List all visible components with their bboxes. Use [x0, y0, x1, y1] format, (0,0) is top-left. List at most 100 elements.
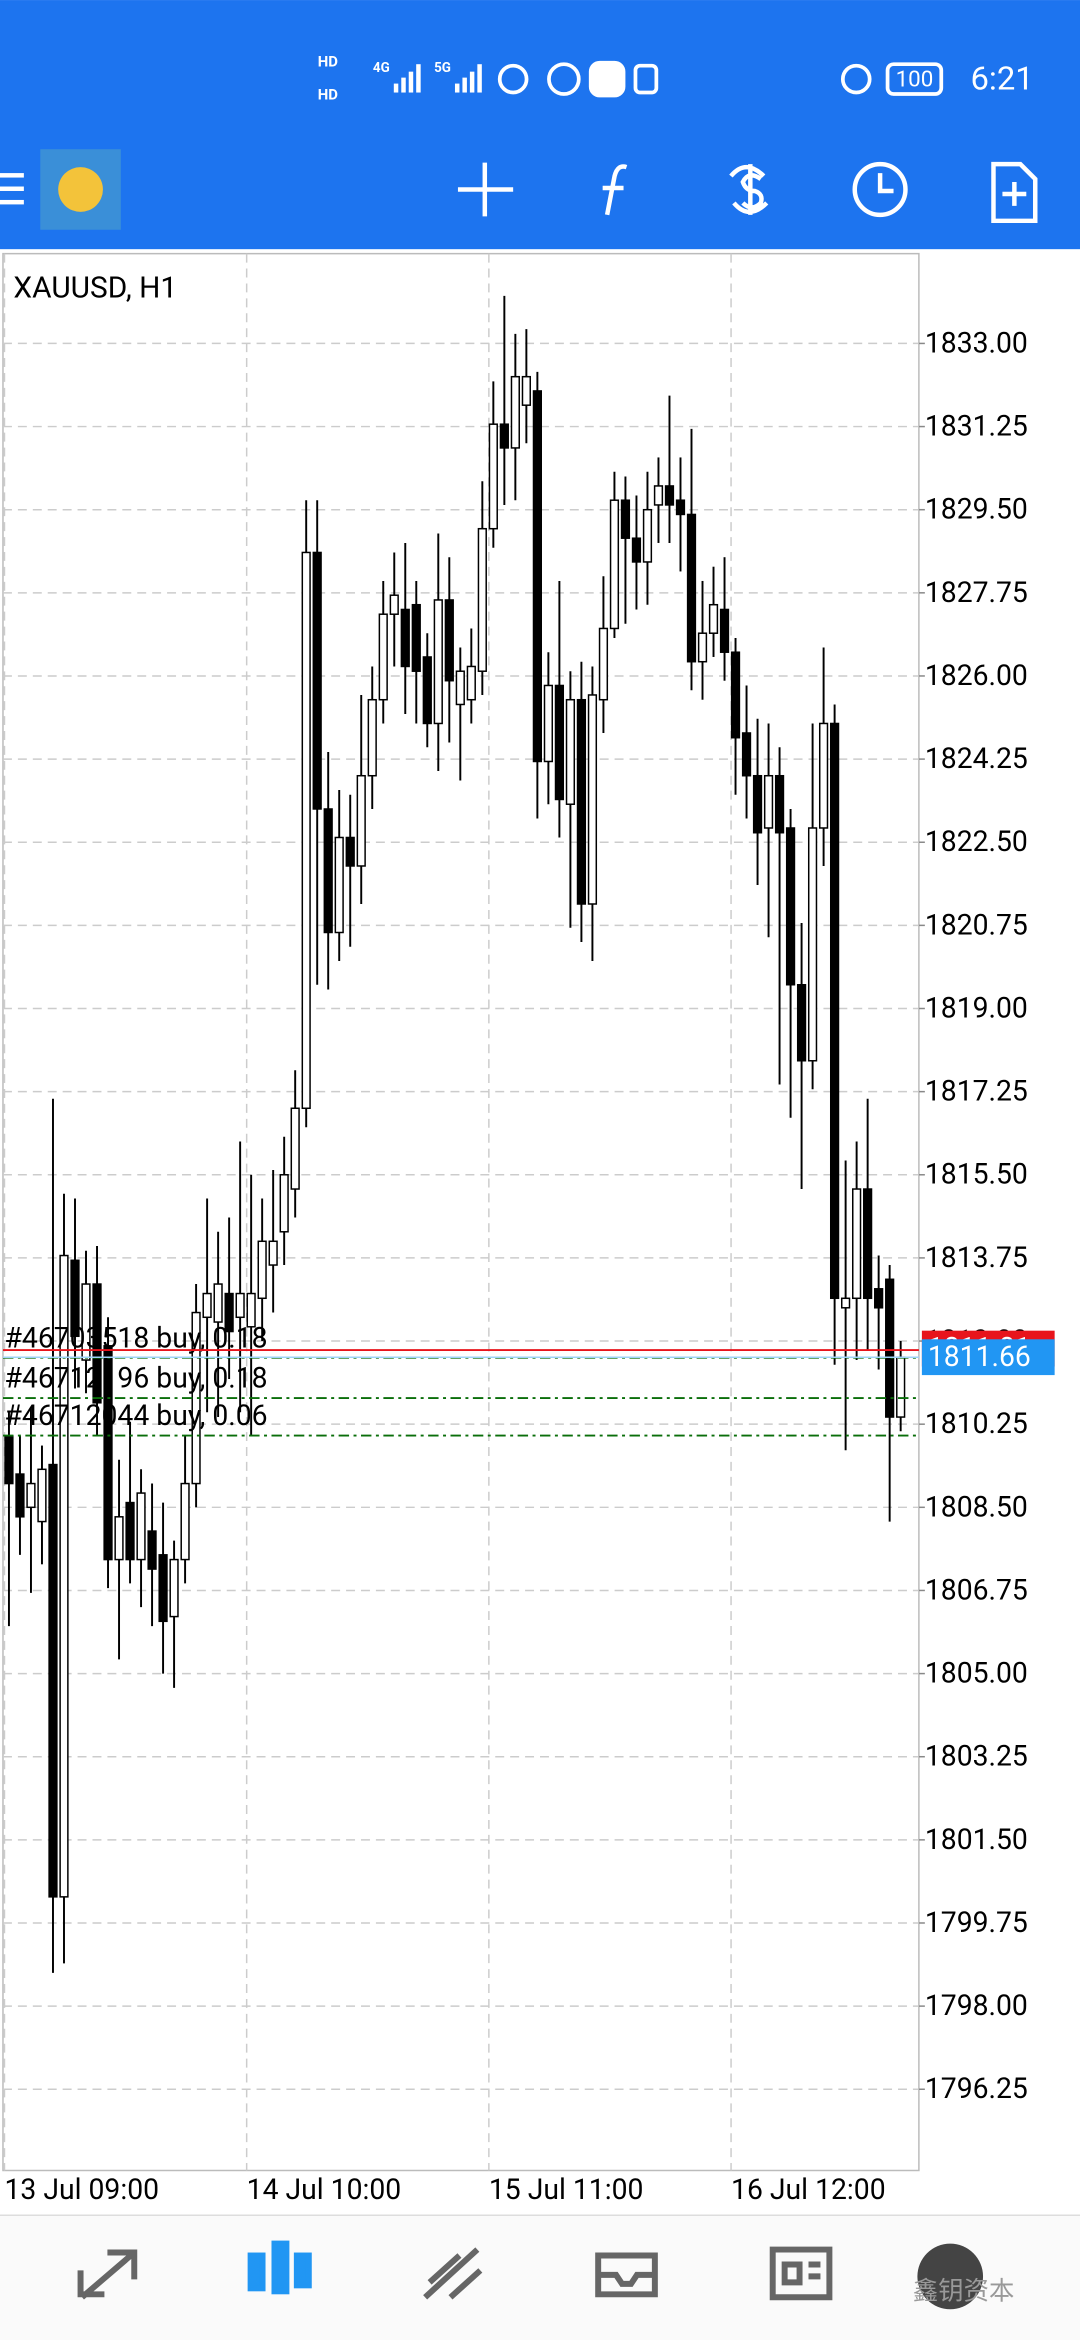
- timeframe-button[interactable]: [852, 161, 908, 218]
- candle-body: [565, 698, 576, 805]
- network-label: 5G: [434, 61, 451, 76]
- bid-price-label: 1811.66: [928, 1340, 1031, 1373]
- candle-body: [114, 1516, 124, 1561]
- candle-body: [378, 613, 388, 701]
- candle-body: [896, 1356, 906, 1418]
- y-tick-label: 1815.50: [925, 1158, 1028, 1191]
- candle-body: [609, 499, 620, 630]
- candle-body: [59, 1254, 69, 1898]
- candle-body: [92, 1283, 102, 1404]
- candle-body: [488, 423, 498, 530]
- candle-body: [26, 1482, 36, 1509]
- signal-bars: [393, 64, 482, 93]
- trade-tab[interactable]: [423, 2247, 483, 2300]
- order-label: #46703518 buy, 0.18: [4, 1321, 267, 1354]
- candle-body: [246, 1292, 256, 1328]
- y-tick-label: 1810.25: [925, 1407, 1028, 1440]
- news-tab[interactable]: [769, 2246, 833, 2301]
- candle-body: [466, 665, 476, 701]
- candle-body: [587, 694, 598, 905]
- quotes-tab[interactable]: [77, 2249, 138, 2300]
- app-header: [0, 0, 1080, 250]
- candle-body: [697, 632, 708, 663]
- candle-body: [730, 651, 741, 739]
- candle-body: [4, 1435, 14, 1485]
- candle-body: [180, 1482, 190, 1561]
- candle-body: [433, 599, 443, 725]
- candle-body: [323, 808, 333, 934]
- crosshair-button[interactable]: [457, 162, 514, 217]
- y-tick-label: 1820.75: [925, 908, 1028, 941]
- x-tick-label: 14 Jul 10:00: [247, 2173, 402, 2206]
- new-order-button[interactable]: [991, 161, 1038, 224]
- candle-body: [400, 608, 410, 668]
- toolbar: [0, 149, 1038, 230]
- candle-body: [818, 722, 829, 829]
- candle-body: [675, 499, 686, 516]
- candle-body: [521, 375, 531, 406]
- hd-icon: HD: [318, 85, 339, 103]
- candle-body: [125, 1501, 135, 1561]
- y-tick-label: 1805.00: [925, 1657, 1028, 1690]
- candle-body: [774, 774, 785, 834]
- battery-level: 100: [896, 67, 934, 93]
- y-tick-label: 1801.50: [925, 1823, 1028, 1856]
- candle-body: [752, 774, 763, 834]
- candle-body: [268, 1240, 278, 1266]
- y-tick-label: 1808.50: [925, 1490, 1028, 1523]
- candle-body: [719, 608, 730, 653]
- candle-body: [103, 1345, 113, 1561]
- candle-body: [741, 732, 752, 777]
- y-tick-label: 1827.75: [925, 576, 1028, 609]
- candle-body: [213, 1283, 223, 1323]
- y-tick-label: 1831.25: [925, 410, 1028, 443]
- watermark: 鑫钥资本: [913, 2277, 1014, 2307]
- trade-button[interactable]: [729, 164, 769, 215]
- indicators-button[interactable]: [602, 164, 628, 216]
- candle-body: [356, 774, 366, 867]
- y-tick-label: 1817.25: [925, 1075, 1028, 1108]
- y-tick-label: 1833.00: [925, 326, 1028, 359]
- y-tick-label: 1826.00: [925, 659, 1028, 692]
- history-tab[interactable]: [595, 2252, 658, 2298]
- x-tick-label: 13 Jul 09:00: [4, 2173, 159, 2206]
- menu-button[interactable]: [0, 173, 24, 205]
- candle-body: [158, 1554, 168, 1623]
- candle-body: [852, 1188, 862, 1300]
- candle-body: [807, 827, 818, 1062]
- candle-body: [796, 984, 807, 1062]
- x-tick-label: 16 Jul 12:00: [731, 2173, 886, 2206]
- chart-area: [2, 252, 920, 2172]
- network-label: 4G: [373, 61, 390, 76]
- candle-body: [202, 1292, 212, 1319]
- order-label: #46712196 buy, 0.18: [4, 1362, 267, 1395]
- bottom-nav: [0, 2215, 1080, 2340]
- y-tick-label: 1829.50: [925, 493, 1028, 526]
- y-tick-label: 1822.50: [925, 825, 1028, 858]
- candle-body: [279, 1174, 289, 1233]
- candle-body: [631, 537, 642, 563]
- y-tick-label: 1813.75: [925, 1241, 1028, 1274]
- y-tick-label: 1824.25: [925, 742, 1028, 775]
- candle-body: [48, 1463, 58, 1898]
- candle-body: [664, 485, 675, 506]
- y-tick-label: 1798.00: [925, 1989, 1028, 2022]
- candle-body: [708, 603, 719, 634]
- candle-body: [411, 603, 421, 672]
- candle-body: [389, 594, 399, 615]
- messages-tab[interactable]: [917, 2243, 984, 2310]
- candle-body: [81, 1283, 91, 1361]
- app-logo-mark: [58, 167, 103, 212]
- candle-body: [136, 1492, 146, 1561]
- x-tick-label: 15 Jul 11:00: [489, 2173, 644, 2206]
- candle-body: [290, 1107, 300, 1190]
- y-tick-label: 1803.25: [925, 1740, 1028, 1773]
- candle-body: [147, 1530, 157, 1570]
- candle-body: [15, 1473, 25, 1518]
- candle-body: [477, 527, 487, 672]
- candle-body: [885, 1278, 895, 1418]
- candle-body: [257, 1240, 267, 1300]
- candle-body: [863, 1188, 873, 1300]
- chart-tab[interactable]: [247, 2240, 312, 2295]
